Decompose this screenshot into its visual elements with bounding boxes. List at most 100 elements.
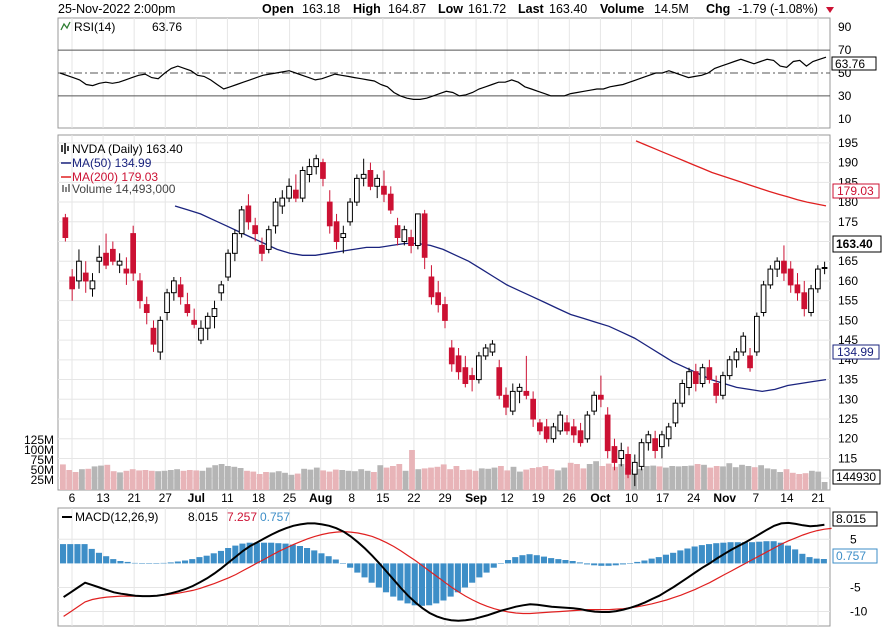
- candle: [123, 257, 130, 285]
- candle-body: [679, 383, 686, 404]
- candle-body: [767, 268, 774, 286]
- macd-tick-label: 5: [850, 532, 857, 546]
- volume-bar: [402, 470, 409, 490]
- candle-body: [808, 288, 814, 313]
- volume-bar: [536, 467, 542, 490]
- candle-body: [645, 434, 652, 444]
- candlestick-icon: [61, 143, 69, 154]
- ma50-badge-text: 134.99: [837, 345, 874, 359]
- volume-bar: [694, 464, 701, 490]
- candle-body: [625, 454, 631, 475]
- candle: [381, 170, 387, 203]
- macd-histogram-bar: [627, 563, 634, 564]
- candle: [387, 186, 394, 214]
- macd-histogram-bar: [95, 552, 102, 564]
- candle-body: [333, 221, 340, 243]
- candle: [713, 375, 719, 404]
- candle-body: [421, 213, 428, 258]
- candle: [754, 312, 760, 356]
- volume-bar: [161, 470, 168, 490]
- volume-bar: [783, 469, 790, 490]
- macd-histogram-bar: [655, 557, 662, 564]
- price-tick-label: 160: [838, 274, 858, 288]
- volume-bar: [237, 468, 244, 490]
- macd-histogram-bar: [217, 550, 224, 564]
- macd-histogram-bar: [799, 553, 806, 564]
- volume-bar: [415, 469, 422, 490]
- candle: [537, 419, 543, 435]
- volume-bar: [643, 466, 650, 490]
- candle: [774, 257, 780, 277]
- candle: [801, 280, 808, 317]
- volume-bar: [739, 464, 745, 490]
- macd-hist-value: 0.757: [260, 510, 290, 524]
- x-tick-label: Oct: [590, 491, 610, 505]
- volume-bar: [345, 470, 352, 490]
- volume-bar: [288, 474, 295, 490]
- macd-histogram-bar: [325, 556, 332, 564]
- volume-bar: [777, 472, 783, 490]
- volume-bar: [390, 466, 396, 490]
- candle-body: [726, 359, 733, 377]
- header-chg-value: -1.79 (-1.08%): [738, 2, 818, 16]
- volume-bar: [307, 469, 314, 490]
- volume-bar: [98, 465, 104, 490]
- candle-body: [631, 461, 638, 475]
- candle-body: [794, 284, 801, 294]
- candle-body: [482, 347, 489, 357]
- candle-body: [123, 268, 130, 274]
- macd-histogram-bar: [232, 545, 239, 564]
- volume-bar: [148, 470, 155, 490]
- price-legend: NVDA (Daily) 163.40 MA(50) 134.99 MA(200…: [61, 142, 183, 196]
- candle: [686, 367, 692, 396]
- rsi-tick-label: 10: [838, 112, 852, 126]
- rsi-tick-label: 70: [838, 43, 852, 57]
- x-tick-label: 21: [127, 491, 141, 505]
- candle: [503, 387, 509, 416]
- rsi-badge-text: 63.76: [835, 57, 865, 71]
- hist-badge-text: 0.757: [836, 549, 866, 563]
- volume-bar: [720, 466, 726, 490]
- macd-histogram-bar: [670, 552, 677, 564]
- volume-bar: [548, 469, 555, 490]
- candle: [150, 320, 157, 352]
- candle: [781, 245, 787, 281]
- candle-body: [408, 237, 414, 247]
- candle: [659, 430, 665, 459]
- candle-body: [191, 319, 198, 325]
- candle: [767, 265, 774, 289]
- macd-histogram-bar: [476, 563, 483, 578]
- volume-bar: [447, 469, 453, 490]
- volume-badge-text: 144930: [836, 470, 876, 484]
- macd-histogram-bar: [698, 545, 705, 564]
- candle: [211, 300, 218, 329]
- last-badge-text: 163.40: [836, 237, 873, 251]
- macd-histogram-bar: [461, 563, 468, 588]
- volume-bar: [129, 469, 136, 490]
- header-last-value: 163.40: [549, 2, 587, 16]
- ma50-value-badge: 134.99: [832, 344, 880, 360]
- volume-bar: [523, 469, 530, 490]
- candle-body: [516, 386, 523, 392]
- volume-bar: [206, 467, 212, 490]
- macd-histogram-bar: [512, 557, 519, 564]
- candle: [76, 249, 82, 289]
- price-tick-label: 115: [838, 451, 857, 465]
- volume-bar: [504, 470, 511, 490]
- candle-body: [374, 177, 380, 187]
- candle-body: [564, 422, 570, 432]
- x-tick-label: 29: [438, 491, 452, 505]
- volume-bar: [225, 466, 231, 490]
- candle-body: [448, 347, 455, 365]
- macd-histogram-bar: [706, 544, 713, 564]
- candle-body: [293, 189, 299, 199]
- macd-histogram-bar: [418, 563, 425, 606]
- legend-ma50: MA(50) 134.99: [72, 156, 152, 170]
- volume-bar: [478, 468, 485, 490]
- header-low-value: 161.72: [468, 2, 506, 16]
- candle: [516, 383, 523, 404]
- candle: [645, 430, 652, 451]
- volume-bar: [580, 468, 587, 490]
- candle-body: [686, 371, 692, 389]
